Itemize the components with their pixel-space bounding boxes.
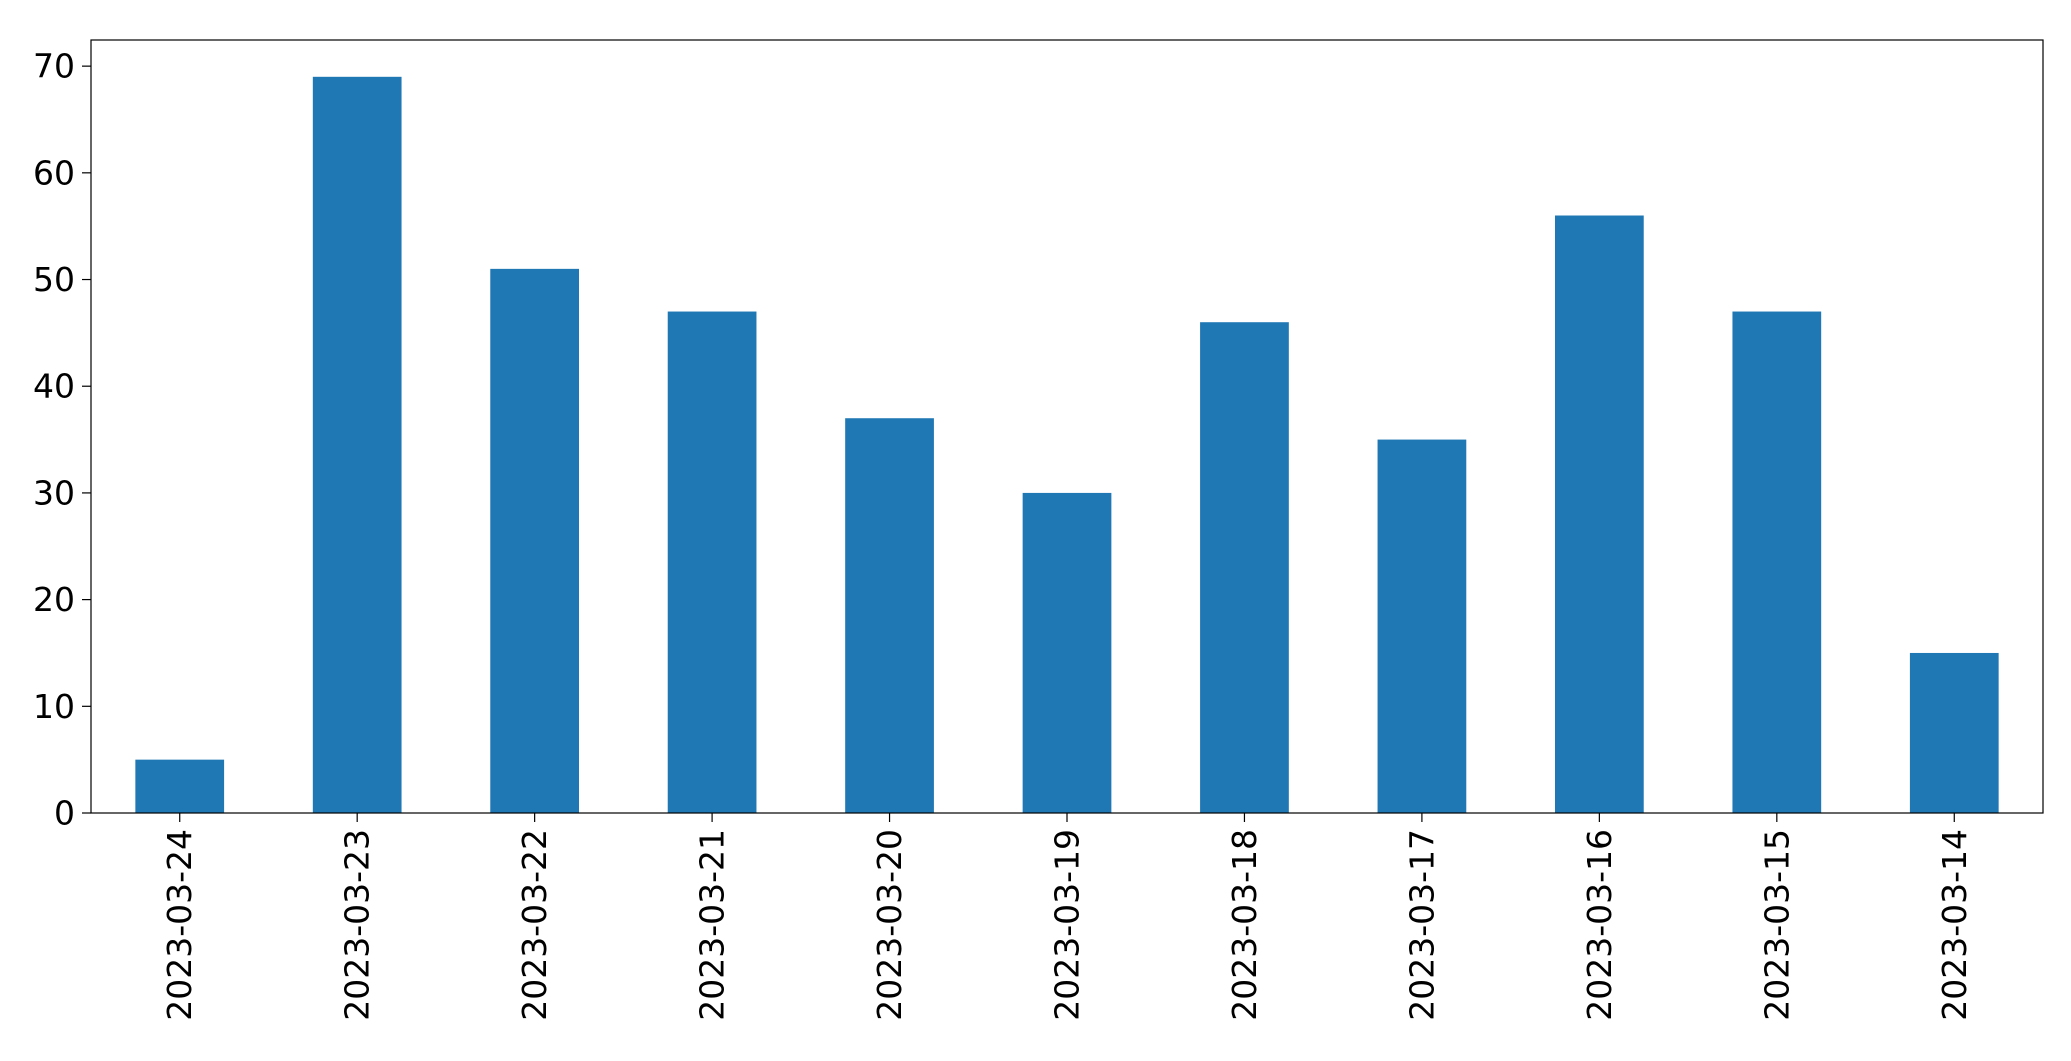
- bar-2023-03-21: [667, 311, 757, 813]
- x-tick-label: 2023-03-16: [1580, 829, 1619, 1021]
- y-tick-label: 20: [33, 580, 75, 619]
- plot-frame: [90, 39, 2044, 814]
- x-tick-label: 2023-03-24: [160, 829, 199, 1021]
- bars-group: [135, 76, 1999, 813]
- x-tick-label: 2023-03-15: [1757, 829, 1796, 1021]
- y-axis-ticks: 0 10 20 30 40 50 60 70: [33, 47, 91, 833]
- y-tick-label: 50: [33, 260, 75, 299]
- bar-2023-03-24: [135, 759, 225, 813]
- x-tick-label: 2023-03-22: [515, 829, 554, 1021]
- bar-2023-03-15: [1732, 311, 1822, 813]
- x-tick-label: 2023-03-23: [338, 829, 377, 1021]
- x-axis-ticks: 2023-03-24 2023-03-23 2023-03-22 2023-03-21…: [160, 813, 1974, 1021]
- y-tick-label: 30: [33, 473, 75, 512]
- y-tick-label: 40: [33, 367, 75, 406]
- x-tick-label: 2023-03-20: [870, 829, 909, 1021]
- bar-2023-03-19: [1022, 492, 1112, 813]
- x-tick-label: 2023-03-19: [1048, 829, 1087, 1021]
- y-tick-label: 60: [33, 153, 75, 192]
- bar-2023-03-14: [1909, 652, 1999, 813]
- bar-2023-03-16: [1555, 215, 1644, 813]
- x-tick-label: 2023-03-21: [693, 829, 732, 1021]
- x-tick-label: 2023-03-14: [1935, 829, 1974, 1021]
- y-tick-label: 10: [33, 687, 75, 726]
- y-tick-label: 0: [54, 794, 75, 833]
- x-tick-label: 2023-03-18: [1225, 829, 1264, 1021]
- y-tick-label: 70: [33, 47, 75, 86]
- bar-2023-03-23: [312, 76, 402, 813]
- x-tick-label: 2023-03-17: [1402, 829, 1441, 1021]
- bar-2023-03-18: [1200, 322, 1289, 813]
- bar-2023-03-22: [490, 268, 579, 813]
- bar-2023-03-20: [845, 418, 934, 813]
- bar-2023-03-17: [1377, 439, 1467, 813]
